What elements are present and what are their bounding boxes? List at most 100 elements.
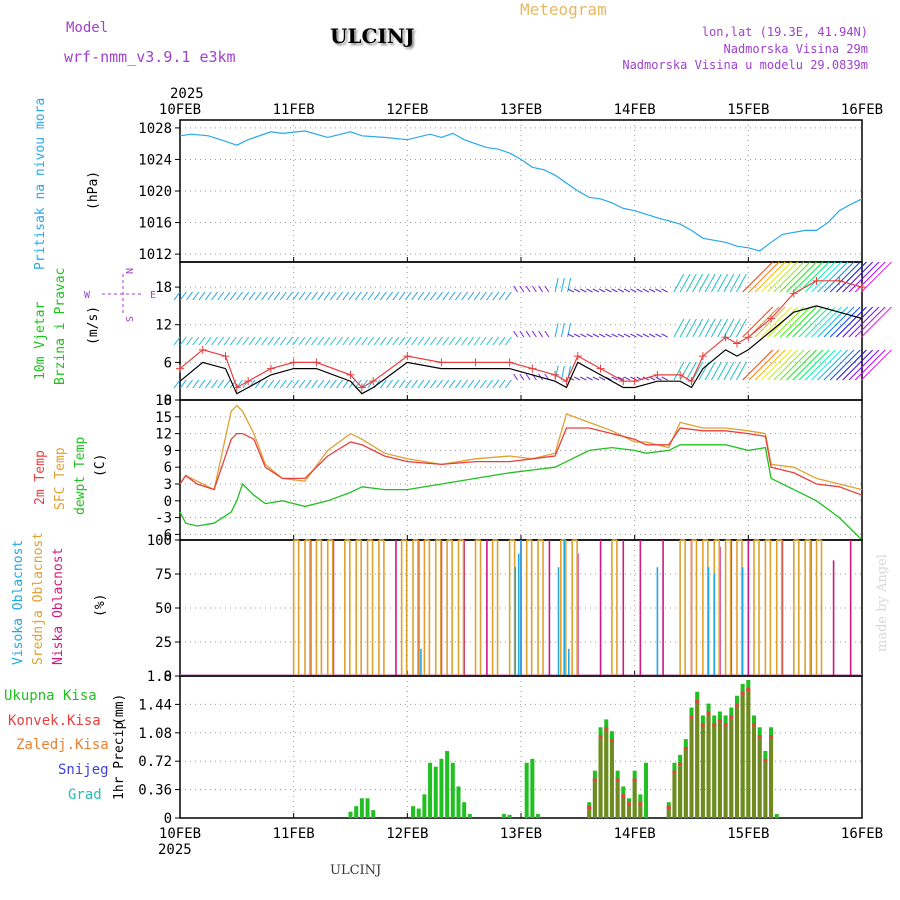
wind-barb bbox=[292, 379, 300, 389]
wind-gust-marker bbox=[562, 377, 571, 386]
wind-barb bbox=[392, 379, 400, 389]
precip-bar-conv bbox=[734, 703, 739, 818]
wind-barb bbox=[723, 273, 735, 293]
temp-ytick-label: 12 bbox=[155, 427, 172, 443]
wind-barb bbox=[298, 379, 306, 389]
wind-barb bbox=[748, 261, 780, 293]
wind-barb bbox=[735, 361, 747, 381]
wind-barb bbox=[710, 273, 722, 293]
wind-barb bbox=[829, 306, 861, 338]
wind-barb bbox=[473, 379, 481, 389]
x-day-label-bottom: 16FEB bbox=[841, 826, 883, 842]
wind-barb bbox=[685, 361, 697, 381]
precip-bar-conv bbox=[746, 687, 751, 818]
wind-units: (m/s) bbox=[86, 306, 101, 345]
precip-bar-conv-cap bbox=[740, 691, 745, 695]
wind-barb bbox=[298, 291, 306, 301]
precip-bar-conv bbox=[592, 778, 597, 818]
wind-barb bbox=[217, 379, 225, 389]
cloud-ytick-label: 75 bbox=[155, 567, 172, 583]
wind-barb bbox=[236, 336, 243, 346]
wind-barb bbox=[792, 349, 824, 381]
precip-bar-conv bbox=[717, 719, 722, 818]
precip-bar-conv bbox=[609, 739, 614, 818]
wind-barb bbox=[286, 291, 293, 301]
wind-barb bbox=[504, 336, 512, 346]
temp-ytick-label: 9 bbox=[164, 443, 172, 459]
wind-barb bbox=[598, 333, 606, 338]
wind-barb bbox=[598, 288, 606, 293]
wind-barb bbox=[379, 291, 387, 301]
wind-barb bbox=[754, 261, 786, 293]
sfc-temp-label: SFC Temp bbox=[53, 447, 68, 510]
wind-barb bbox=[580, 288, 587, 293]
wind-barb bbox=[342, 379, 350, 389]
wind-barb bbox=[717, 273, 729, 293]
wind-gust-marker bbox=[198, 345, 207, 354]
wind-barb bbox=[519, 285, 525, 293]
x-day-label-top: 14FEB bbox=[614, 102, 656, 118]
wind-barb bbox=[173, 379, 181, 389]
wind-barb bbox=[611, 288, 618, 293]
wind-barb bbox=[798, 306, 830, 338]
wind-barb bbox=[236, 291, 243, 301]
precip-bar-conv bbox=[678, 762, 683, 818]
wind-barb bbox=[544, 330, 550, 338]
wind-barb bbox=[392, 336, 400, 346]
wind-gust-marker bbox=[346, 370, 355, 379]
wind-barb bbox=[304, 336, 312, 346]
wind-barb bbox=[442, 291, 450, 301]
legend-conv: Konvek.Kisa bbox=[8, 713, 101, 729]
wind-barb bbox=[792, 306, 824, 338]
wind-barb bbox=[786, 349, 817, 381]
wind-gust-marker bbox=[437, 358, 446, 367]
pressure-ytick-label: 1028 bbox=[138, 121, 172, 137]
precip-bar-conv-cap bbox=[712, 723, 717, 727]
wind-barb bbox=[817, 306, 849, 338]
wind-barb bbox=[311, 336, 318, 346]
wind-barb bbox=[492, 336, 500, 346]
wind-gust-marker bbox=[676, 370, 685, 379]
wind-barb bbox=[786, 261, 817, 293]
wind-gust-marker bbox=[858, 283, 866, 292]
wind-barb bbox=[404, 379, 412, 389]
wind-barb bbox=[261, 379, 268, 389]
pressure-units: (hPa) bbox=[86, 171, 101, 210]
precip-bar-conv-cap bbox=[769, 735, 774, 739]
wind-barb bbox=[630, 333, 637, 338]
wind-barb bbox=[861, 349, 892, 381]
wind-ylabel2: Brzina i Pravac bbox=[53, 268, 68, 385]
wind-barb bbox=[786, 306, 817, 338]
precip-bar-conv-cap bbox=[734, 703, 739, 707]
wind-barb bbox=[329, 379, 337, 389]
precip-bar-conv-cap bbox=[689, 715, 694, 719]
wind-barb bbox=[761, 306, 792, 338]
precip-bar-total bbox=[365, 798, 370, 818]
wind-barb bbox=[479, 379, 487, 389]
wind-gust-marker bbox=[551, 370, 560, 379]
legend-freezing: Zaledj.Kisa bbox=[16, 737, 109, 753]
wind-barb bbox=[829, 261, 861, 293]
wind-barb bbox=[329, 336, 337, 346]
wind-barb bbox=[229, 379, 237, 389]
wind-barb bbox=[267, 291, 275, 301]
precip-bar-conv-cap bbox=[604, 727, 609, 731]
precip-bar-total bbox=[359, 798, 364, 818]
wind-barb bbox=[655, 376, 662, 381]
wind-gust-marker bbox=[767, 314, 776, 323]
wind-ytick-label: 6 bbox=[164, 355, 172, 371]
wind-barb bbox=[560, 277, 565, 293]
precip-bar-conv-cap bbox=[638, 802, 643, 806]
wind-barb bbox=[261, 291, 268, 301]
temp-ytick-label: 3 bbox=[164, 477, 172, 493]
precip-bar-conv-cap bbox=[621, 794, 626, 798]
wind-barb bbox=[192, 291, 200, 301]
lonlat-text: lon,lat (19.3E, 41.94N) bbox=[701, 25, 868, 39]
wind-barb bbox=[204, 336, 212, 346]
x-day-label-bottom: 12FEB bbox=[386, 826, 428, 842]
page-title: ULCINJ bbox=[330, 24, 415, 48]
wind-barb bbox=[836, 306, 867, 338]
wind-barb bbox=[704, 318, 716, 338]
precip-bar-conv-cap bbox=[723, 723, 728, 727]
wind-barb bbox=[404, 336, 412, 346]
